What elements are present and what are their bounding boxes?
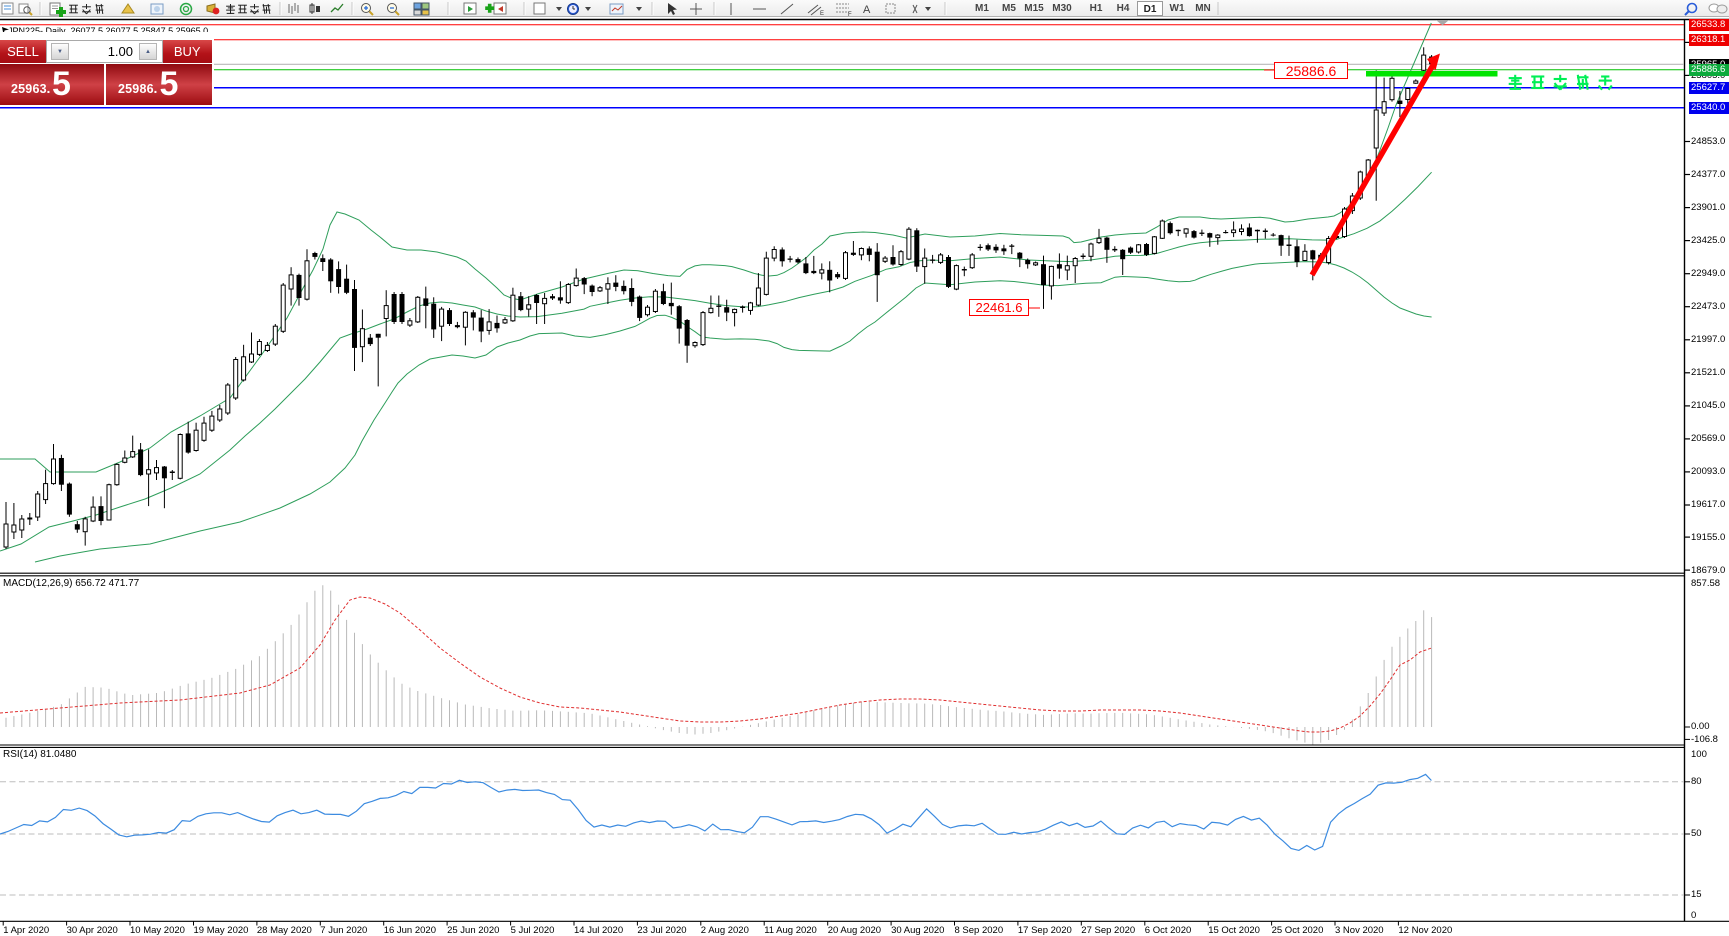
svg-text:A: A: [863, 4, 871, 16]
svg-text:F: F: [848, 12, 852, 17]
svg-text:E: E: [820, 11, 824, 17]
